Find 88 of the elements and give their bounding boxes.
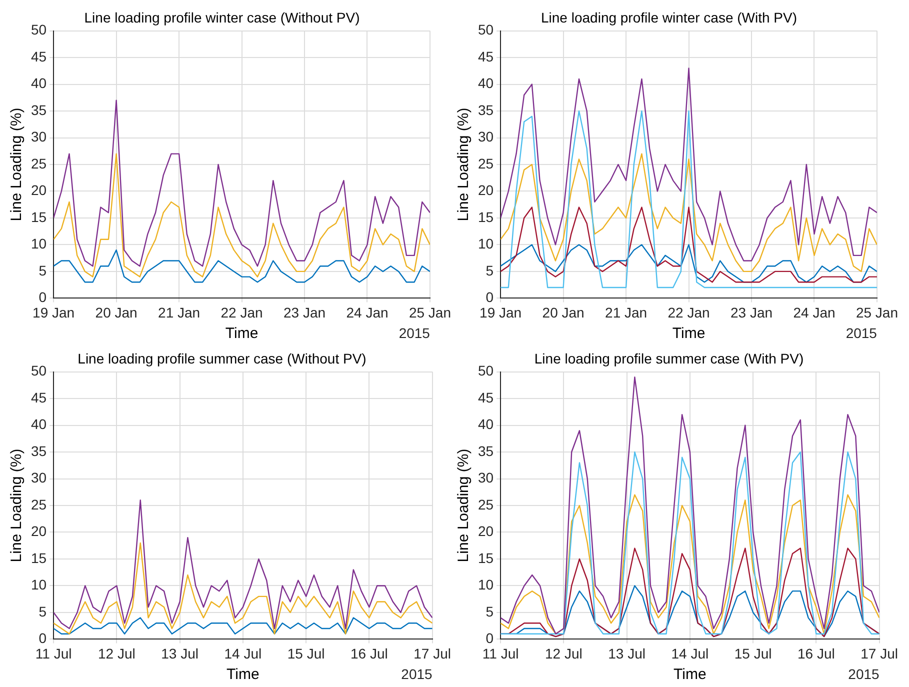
y-tick-label: 15 bbox=[30, 208, 47, 225]
y-tick-label: 20 bbox=[30, 523, 47, 540]
y-tick-label: 25 bbox=[478, 155, 494, 172]
x-tick-label: 15 Jul bbox=[734, 645, 772, 662]
x-tick-label: 24 Jan bbox=[346, 304, 388, 320]
y-tick-label: 30 bbox=[478, 128, 494, 145]
x-axis-title: Time bbox=[672, 325, 706, 342]
y-tick-label: 45 bbox=[30, 48, 47, 64]
y-axis-title: Line Loading (%) bbox=[8, 448, 26, 562]
y-tick-label: 50 bbox=[478, 22, 494, 38]
y-tick-label: 40 bbox=[478, 75, 494, 92]
x-tick-label: 19 Jan bbox=[32, 304, 75, 320]
y-tick-label: 0 bbox=[38, 630, 47, 646]
y-tick-label: 35 bbox=[30, 442, 47, 459]
y-tick-label: 5 bbox=[486, 262, 494, 278]
y-tick-label: 50 bbox=[30, 362, 47, 379]
y-tick-label: 0 bbox=[38, 289, 47, 306]
x-tick-label: 21 Jan bbox=[158, 304, 200, 320]
y-tick-label: 10 bbox=[30, 236, 47, 252]
y-tick-label: 40 bbox=[30, 75, 47, 92]
y-tick-label: 5 bbox=[486, 603, 494, 620]
x-tick-label: 25 Jan bbox=[856, 304, 898, 320]
x-tick-label: 12 Jul bbox=[98, 645, 136, 662]
y-tick-label: 15 bbox=[478, 208, 494, 225]
y-tick-label: 25 bbox=[30, 496, 47, 512]
chart-title: Line loading profile winter case (Without PV) bbox=[84, 9, 360, 26]
x-tick-label: 11 Jul bbox=[482, 645, 519, 662]
y-tick-label: 40 bbox=[478, 416, 494, 432]
y-tick-label: 35 bbox=[478, 102, 494, 118]
x-tick-label: 14 Jul bbox=[671, 645, 709, 662]
y-tick-label: 20 bbox=[30, 182, 47, 198]
x-tick-label: 22 Jan bbox=[668, 304, 710, 320]
y-tick-label: 20 bbox=[478, 182, 494, 198]
y-tick-label: 20 bbox=[478, 523, 494, 540]
x-tick-label: 14 Jul bbox=[224, 645, 262, 662]
text: 2015 bbox=[401, 666, 433, 682]
y-tick-label: 30 bbox=[30, 470, 47, 486]
x-tick-label: 17 Jul bbox=[414, 645, 451, 662]
y-tick-label: 25 bbox=[478, 496, 494, 512]
y-tick-label: 45 bbox=[478, 389, 494, 406]
x-tick-label: 16 Jul bbox=[798, 645, 835, 662]
y-axis-title: Line Loading (%) bbox=[455, 448, 472, 562]
y-tick-label: 50 bbox=[30, 22, 47, 38]
text: 2015 bbox=[848, 666, 880, 682]
y-tick-label: 0 bbox=[486, 630, 494, 646]
y-tick-label: 25 bbox=[30, 155, 47, 172]
y-tick-label: 45 bbox=[30, 389, 47, 406]
y-tick-label: 10 bbox=[30, 576, 47, 593]
x-axis-title: Time bbox=[674, 666, 706, 684]
x-axis-title: Time bbox=[225, 325, 258, 342]
x-tick-label: 20 Jan bbox=[95, 304, 138, 320]
y-tick-label: 35 bbox=[30, 102, 47, 118]
text: 2015 bbox=[398, 324, 430, 341]
y-tick-label: 50 bbox=[478, 362, 494, 379]
y-tick-label: 30 bbox=[30, 128, 47, 145]
chart-title: Line loading profile summer case (With PV) bbox=[534, 350, 804, 366]
y-tick-label: 45 bbox=[478, 48, 494, 64]
x-tick-label: 16 Jul bbox=[350, 645, 388, 662]
x-tick-label: 13 Jul bbox=[161, 645, 198, 662]
x-tick-label: 20 Jan bbox=[542, 304, 584, 320]
y-tick-label: 5 bbox=[38, 603, 47, 620]
y-tick-label: 30 bbox=[478, 470, 494, 486]
y-tick-label: 40 bbox=[30, 416, 47, 432]
x-tick-label: 12 Jul bbox=[545, 645, 582, 662]
x-tick-label: 24 Jan bbox=[793, 304, 836, 320]
y-tick-label: 15 bbox=[30, 550, 47, 566]
y-axis-title: Line Loading (%) bbox=[455, 108, 472, 222]
x-tick-label: 23 Jan bbox=[730, 304, 773, 320]
y-axis-title: Line Loading (%) bbox=[8, 108, 26, 222]
y-tick-label: 15 bbox=[478, 550, 494, 566]
y-tick-label: 35 bbox=[478, 442, 494, 459]
x-tick-label: 22 Jan bbox=[220, 304, 263, 320]
chart-title: Line loading profile summer case (Without PV) bbox=[78, 350, 366, 366]
x-tick-label: 21 Jan bbox=[605, 304, 648, 320]
x-tick-label: 17 Jul bbox=[860, 645, 898, 662]
y-tick-label: 5 bbox=[38, 262, 47, 278]
y-tick-label: 10 bbox=[478, 236, 494, 252]
x-tick-label: 15 Jul bbox=[287, 645, 325, 662]
x-tick-label: 13 Jul bbox=[608, 645, 646, 662]
x-axis-title: Time bbox=[226, 666, 260, 684]
y-tick-label: 0 bbox=[486, 289, 494, 306]
x-tick-label: 23 Jan bbox=[283, 304, 326, 320]
x-tick-label: 11 Jul bbox=[35, 645, 72, 662]
y-tick-label: 10 bbox=[478, 576, 494, 593]
text: 2015 bbox=[846, 324, 878, 341]
x-tick-label: 25 Jan bbox=[408, 304, 452, 320]
chart-title: Line loading profile winter case (With PV) bbox=[540, 9, 798, 26]
x-tick-label: 19 Jan bbox=[480, 304, 522, 320]
